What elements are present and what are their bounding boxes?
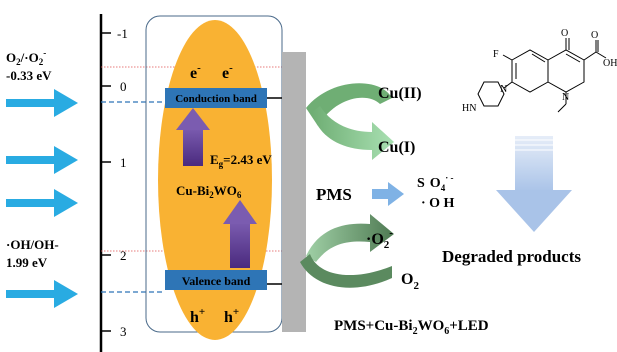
axis-tick-0: 0 xyxy=(101,79,127,94)
superoxide-radical: ·O2- xyxy=(366,227,393,251)
axis-tick-2: 2 xyxy=(101,248,127,263)
pms-arrow xyxy=(372,182,404,206)
svg-text:h+: h+ xyxy=(190,306,205,326)
cu1-label: Cu(I) xyxy=(378,139,415,156)
cu2-label: Cu(II) xyxy=(378,85,422,102)
band-gap-label: Eg=2.43 eV xyxy=(210,152,272,169)
cu-cycle-arrow xyxy=(306,83,394,160)
axis-tick-label: 1 xyxy=(120,155,127,170)
light-arrow xyxy=(6,89,78,117)
cb-label: Conduction band xyxy=(175,93,257,105)
svg-text:F: F xyxy=(493,49,499,60)
svg-text:OH: OH xyxy=(603,58,617,69)
axis-tick-label: 3 xyxy=(120,324,127,339)
svg-text:O2/·O2-: O2/·O2- xyxy=(6,48,46,67)
svg-text:HN: HN xyxy=(462,103,476,114)
o2-potential-label: O2/·O2- -0.33 eV xyxy=(6,48,52,83)
catalyst-particle xyxy=(158,20,272,340)
axis-tick-m1: -1 xyxy=(101,26,128,41)
svg-text:h+: h+ xyxy=(224,306,239,326)
svg-text:·OH/OH-: ·OH/OH- xyxy=(6,237,59,252)
oh-potential-value: 1.99 eV xyxy=(6,255,48,270)
molecule-structure xyxy=(477,38,607,113)
valence-band: Valence band xyxy=(165,270,267,290)
degradation-arrow xyxy=(496,136,572,232)
light-arrows xyxy=(6,89,78,308)
hole-migration-arrow xyxy=(223,200,257,268)
light-arrow xyxy=(6,280,78,308)
pms-label: PMS xyxy=(316,185,352,204)
axis-tick-1: 1 xyxy=(101,155,127,170)
hydroxyl-radical: · O H xyxy=(421,196,455,211)
svg-text:N: N xyxy=(500,84,507,95)
sulfate-radical: S O4· - xyxy=(417,173,453,193)
axis-tick-label: -1 xyxy=(117,26,128,41)
svg-text:N: N xyxy=(562,92,569,103)
oh-potential-label: ·OH/OH- 1.99 eV xyxy=(6,237,59,270)
catalyst-name: Cu-Bi2WO6 xyxy=(176,183,242,200)
molecule-labels: F O O OH N N HN xyxy=(462,28,617,114)
electrode-bar xyxy=(282,52,306,332)
vb-label: Valence band xyxy=(182,274,251,288)
svg-text:O: O xyxy=(591,30,598,41)
light-arrow xyxy=(6,189,78,217)
superoxide-arrow xyxy=(300,214,394,288)
axis-tick-3: 3 xyxy=(101,324,127,339)
oxygen-label: O2 xyxy=(401,271,419,292)
energy-axis: -1 0 1 2 3 xyxy=(99,14,128,352)
degraded-products-label: Degraded products xyxy=(442,247,581,266)
o2-potential-value: -0.33 eV xyxy=(6,68,52,83)
electrons: e- e- xyxy=(190,62,233,82)
system-label: PMS+Cu-Bi2WO6+LED xyxy=(334,318,489,337)
excitation-arrow xyxy=(176,108,210,166)
conduction-band: Conduction band xyxy=(165,88,267,108)
holes: h+ h+ xyxy=(190,306,239,326)
svg-text:O: O xyxy=(561,28,568,39)
svg-text:e-: e- xyxy=(222,62,233,82)
axis-tick-label: 0 xyxy=(120,79,127,94)
light-arrow xyxy=(6,146,78,174)
svg-text:e-: e- xyxy=(190,62,201,82)
axis-tick-label: 2 xyxy=(120,248,127,263)
